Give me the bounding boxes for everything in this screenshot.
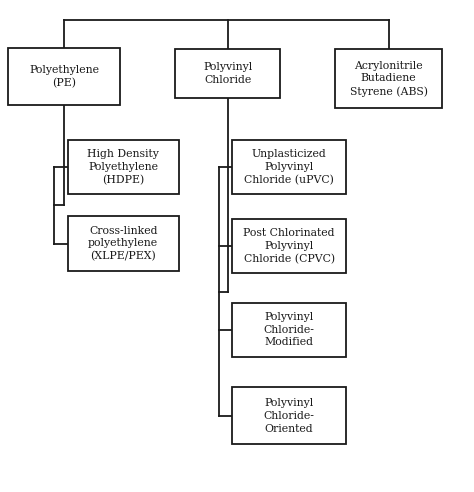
FancyBboxPatch shape [232, 303, 346, 357]
Text: Polyvinyl
Chloride-
Modified: Polyvinyl Chloride- Modified [264, 312, 315, 347]
FancyBboxPatch shape [232, 388, 346, 444]
FancyBboxPatch shape [175, 49, 280, 98]
FancyBboxPatch shape [9, 48, 119, 104]
Text: Cross-linked
polyethylene
(XLPE/PEX): Cross-linked polyethylene (XLPE/PEX) [88, 225, 158, 262]
FancyBboxPatch shape [67, 140, 179, 194]
Text: Polyvinyl
Chloride: Polyvinyl Chloride [203, 62, 252, 85]
Text: Polyethylene
(PE): Polyethylene (PE) [29, 64, 99, 88]
FancyBboxPatch shape [67, 216, 179, 271]
FancyBboxPatch shape [335, 49, 442, 108]
Text: Post Chlorinated
Polyvinyl
Chloride (CPVC): Post Chlorinated Polyvinyl Chloride (CPV… [243, 228, 335, 264]
Text: Polyvinyl
Chloride-
Oriented: Polyvinyl Chloride- Oriented [264, 398, 315, 433]
Text: High Density
Polyethylene
(HDPE): High Density Polyethylene (HDPE) [87, 149, 159, 185]
FancyBboxPatch shape [232, 219, 346, 273]
Text: Unplasticized
Polyvinyl
Chloride (uPVC): Unplasticized Polyvinyl Chloride (uPVC) [244, 149, 334, 185]
FancyBboxPatch shape [232, 140, 346, 194]
Text: Acrylonitrile
Butadiene
Styrene (ABS): Acrylonitrile Butadiene Styrene (ABS) [350, 61, 428, 97]
